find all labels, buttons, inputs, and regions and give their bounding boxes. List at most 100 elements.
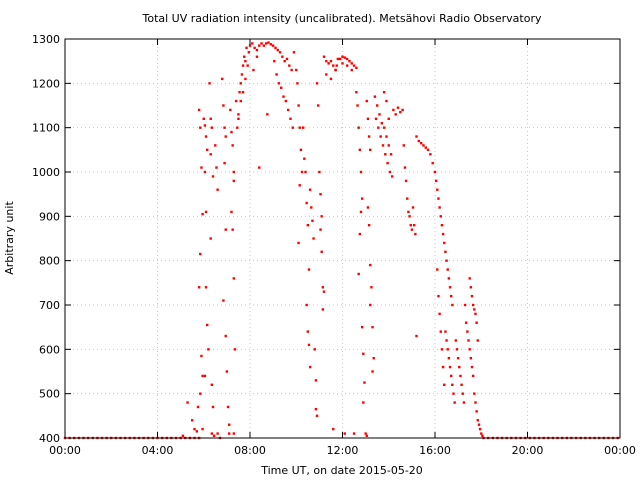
- data-point: [317, 104, 320, 107]
- data-point: [227, 432, 231, 435]
- data-point: [227, 423, 231, 426]
- data-point: [360, 197, 364, 200]
- data-point: [378, 113, 381, 116]
- data-point: [444, 330, 447, 333]
- data-point: [209, 153, 212, 156]
- data-point: [273, 59, 276, 63]
- data-point: [357, 126, 360, 129]
- data-point: [417, 139, 421, 143]
- data-point: [206, 323, 209, 327]
- grid-lines: [65, 39, 620, 438]
- data-point: [367, 224, 371, 227]
- data-point: [278, 51, 282, 54]
- y-tick-label: 400: [39, 432, 60, 445]
- data-point: [239, 99, 242, 103]
- data-point: [469, 357, 473, 360]
- data-point: [471, 303, 475, 307]
- data-point: [448, 286, 452, 289]
- data-point: [283, 59, 286, 63]
- data-point: [444, 250, 447, 253]
- data-point: [255, 55, 259, 58]
- data-point: [292, 51, 296, 54]
- data-point: [290, 68, 293, 72]
- data-point: [313, 348, 316, 351]
- data-point: [212, 434, 216, 437]
- data-point: [303, 157, 306, 160]
- data-point: [446, 348, 449, 351]
- data-point: [321, 286, 325, 289]
- data-point: [387, 117, 390, 120]
- data-point: [345, 64, 349, 67]
- data-point: [229, 108, 232, 112]
- data-point: [341, 55, 344, 58]
- data-point: [440, 224, 444, 227]
- data-point: [320, 250, 323, 253]
- data-point: [470, 294, 474, 298]
- data-point: [277, 82, 281, 85]
- data-point: [291, 126, 294, 129]
- data-point: [299, 148, 303, 152]
- data-point: [203, 374, 207, 378]
- data-point: [246, 64, 249, 67]
- data-point: [332, 64, 335, 67]
- data-point: [474, 401, 477, 404]
- data-point: [433, 170, 437, 174]
- data-point: [209, 237, 212, 240]
- data-point: [211, 175, 215, 178]
- data-point: [325, 73, 328, 76]
- data-point: [355, 66, 358, 70]
- data-point: [305, 201, 308, 205]
- data-point: [264, 42, 268, 45]
- data-point: [289, 117, 292, 120]
- data-point: [352, 432, 356, 435]
- data-point: [436, 188, 439, 191]
- data-point: [335, 64, 338, 67]
- data-point: [297, 104, 300, 107]
- data-point: [454, 339, 458, 342]
- data-point: [190, 419, 194, 422]
- x-tick-label: 12:00: [327, 444, 359, 457]
- data-point: [325, 59, 328, 63]
- data-point: [360, 325, 364, 329]
- data-point: [251, 42, 254, 45]
- data-point: [448, 365, 452, 369]
- data-point: [375, 104, 379, 107]
- data-point: [412, 224, 416, 227]
- data-point: [255, 48, 259, 52]
- data-point: [200, 354, 203, 358]
- data-point: [481, 434, 484, 437]
- data-point: [466, 330, 469, 333]
- data-point: [359, 210, 363, 214]
- data-point: [237, 113, 240, 116]
- data-point: [434, 179, 438, 183]
- data-point: [204, 286, 208, 289]
- data-point: [382, 91, 386, 94]
- data-point: [366, 117, 370, 120]
- data-point: [248, 44, 252, 47]
- y-tick-label: 1000: [32, 166, 60, 179]
- data-point: [230, 130, 233, 134]
- data-point: [468, 348, 471, 351]
- data-point: [223, 161, 226, 165]
- data-point: [199, 252, 202, 256]
- data-point: [476, 339, 479, 342]
- data-point: [201, 374, 204, 378]
- data-point: [411, 206, 415, 209]
- data-point: [223, 126, 226, 129]
- data-point: [300, 170, 304, 174]
- data-point: [352, 64, 356, 67]
- data-point: [266, 113, 269, 116]
- data-point: [422, 144, 425, 147]
- data-point: [446, 268, 449, 271]
- data-point: [295, 68, 298, 72]
- data-point: [197, 108, 201, 112]
- data-point: [447, 277, 451, 280]
- data-point: [463, 303, 467, 307]
- data-point: [440, 348, 444, 351]
- data-point: [238, 91, 241, 94]
- data-point: [460, 383, 463, 386]
- data-point: [319, 228, 322, 231]
- data-point: [429, 153, 432, 156]
- data-point: [449, 294, 453, 298]
- data-point: [221, 77, 224, 81]
